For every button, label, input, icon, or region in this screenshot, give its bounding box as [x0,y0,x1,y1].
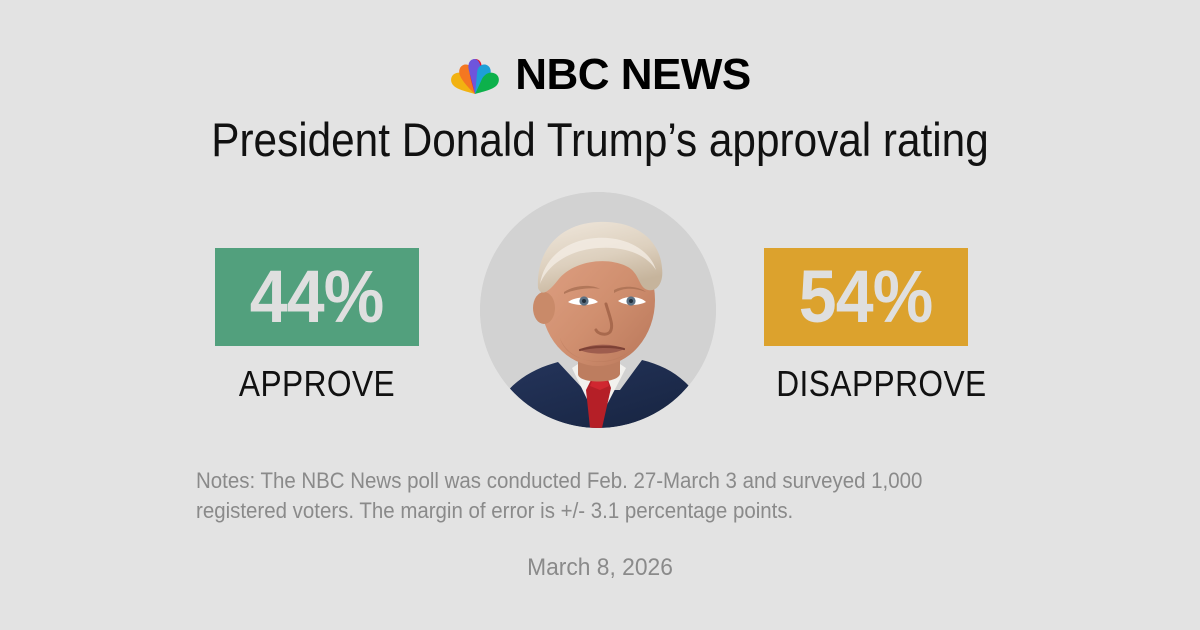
portrait-avatar [480,192,716,428]
stat-disapprove-value: 54% [799,255,933,338]
brand-wordmark: NBC NEWS [515,50,751,99]
stat-approve-value: 44% [250,255,384,338]
stat-disapprove-label: DISAPPROVE [776,363,987,404]
stat-disapprove: 54% DISAPPROVE [764,248,987,404]
stat-approve-box: 44% [215,248,419,346]
stat-approve: 44% APPROVE [215,248,419,402]
stat-approve-label: APPROVE [238,363,396,404]
stat-disapprove-box: 54% [764,248,968,346]
footer-notes: Notes: The NBC News poll was conducted F… [196,468,923,524]
brand-header: NBC NEWS [0,52,1200,98]
page-title: President Donald Trump’s approval rating [211,113,989,166]
footer-date: March 8, 2026 [527,554,673,581]
nbc-peacock-icon [449,52,501,98]
